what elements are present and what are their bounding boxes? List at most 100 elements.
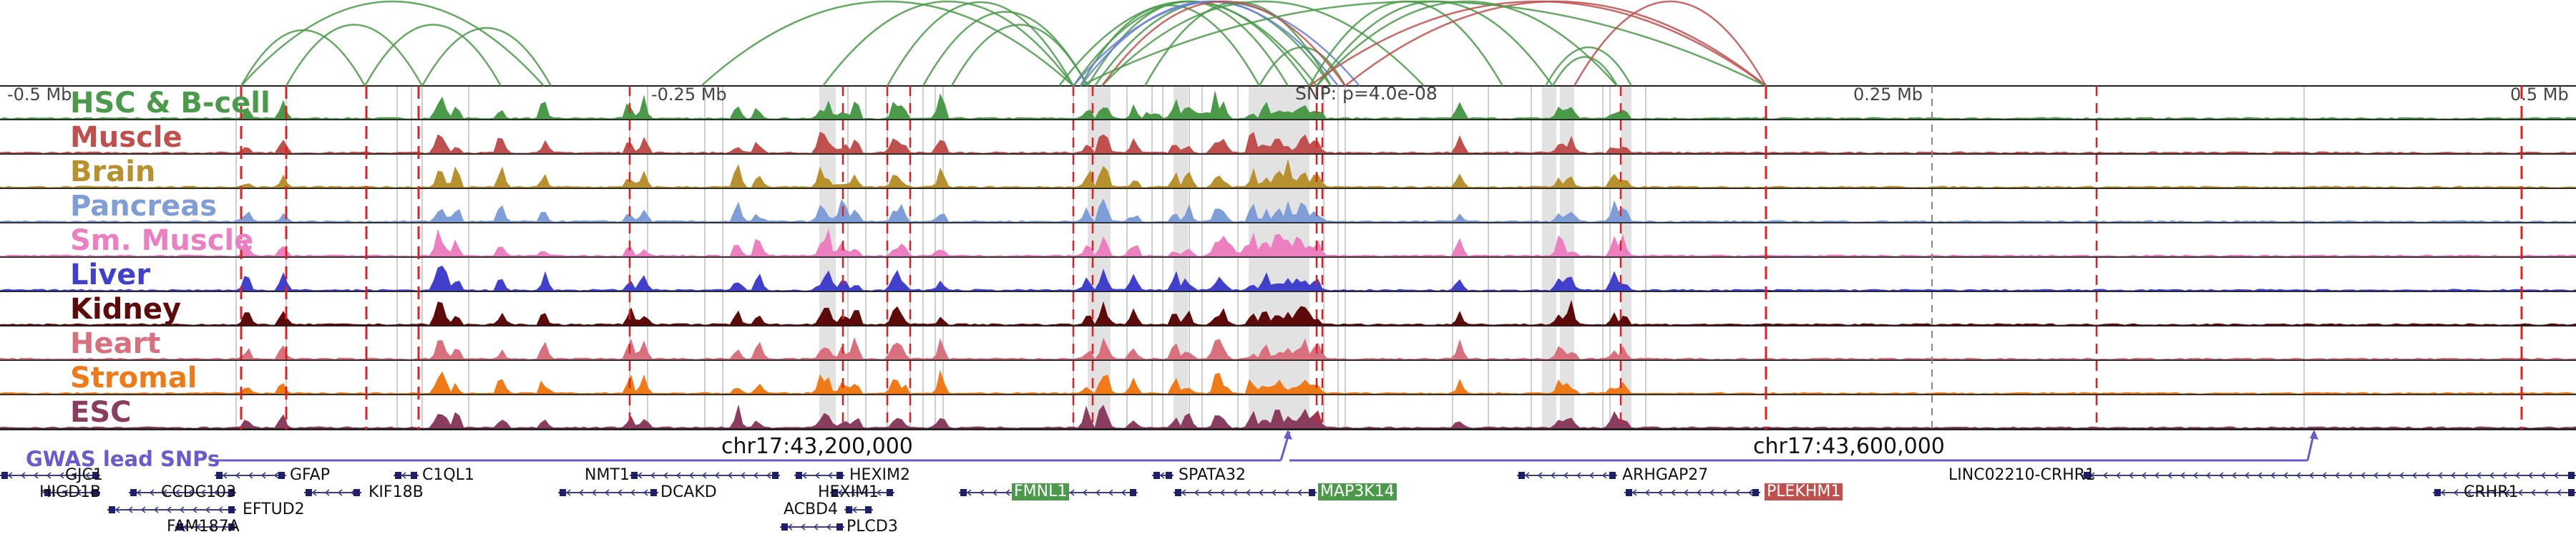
gene-label[interactable]: GJC1 <box>65 466 103 484</box>
gene-strand-arrow <box>192 506 197 513</box>
gene-label[interactable]: CCDC103 <box>161 483 237 501</box>
gene-strand-arrow <box>2411 472 2417 479</box>
gene-strand-arrow <box>800 523 806 531</box>
gene-label[interactable]: DCAKD <box>660 483 717 501</box>
gene-label[interactable]: ARHGAP27 <box>1622 466 1709 484</box>
track-label-brain[interactable]: Brain <box>70 155 156 188</box>
gene-exon <box>865 506 872 513</box>
track-label-esc[interactable]: ESC <box>70 396 132 429</box>
gene-label[interactable]: ACBD4 <box>784 500 839 518</box>
track-signal <box>0 159 2576 188</box>
gene-label[interactable]: HIGD1B <box>39 483 102 501</box>
track-label-heart[interactable]: Heart <box>70 327 161 360</box>
gene-strand-arrow <box>2321 472 2327 479</box>
gene-strand-arrow <box>2128 472 2134 479</box>
gene-strand-arrow <box>1095 489 1101 496</box>
track-signal <box>0 405 2576 429</box>
gene-strand-arrow <box>2492 489 2497 496</box>
gene-exon <box>395 472 401 479</box>
gene-strand-arrow <box>84 472 90 479</box>
gene-label[interactable]: CRHR1 <box>2464 483 2519 501</box>
gene-label[interactable]: HEXIM1 <box>818 483 879 501</box>
gene-strand-arrow <box>2540 472 2546 479</box>
gene-exon <box>650 489 657 496</box>
gene-label-highlighted[interactable]: FMNL1 <box>1012 483 1070 500</box>
gene-exon <box>1166 472 1172 479</box>
gene-strand-arrow <box>637 472 643 479</box>
gene-strand-arrow <box>1232 489 1238 496</box>
gene-strand-arrow <box>826 523 831 531</box>
gene-label[interactable]: HEXIM2 <box>849 466 910 484</box>
gene-strand-arrow <box>1258 489 1264 496</box>
gene-strand-arrow <box>1576 472 1581 479</box>
gene-strand-arrow <box>1005 489 1010 496</box>
gene-strand-arrow <box>1601 472 1607 479</box>
gene-strand-arrow <box>1709 489 1714 496</box>
gene-label[interactable]: FAM187A <box>167 518 240 536</box>
gene-strand-arrow <box>2556 489 2562 496</box>
chromatin-loop-arc <box>1573 0 1767 87</box>
track-label-sm-muscle[interactable]: Sm. Muscle <box>70 224 254 257</box>
chromatin-loop-arc <box>1079 4 1261 87</box>
track-label-pancreas[interactable]: Pancreas <box>70 190 218 223</box>
gene-exon <box>2084 472 2090 479</box>
gene-exon <box>2434 489 2441 496</box>
chromatin-loop-arc <box>1101 0 1425 87</box>
gene-strand-arrow <box>46 472 52 479</box>
track-label-stromal[interactable]: Stromal <box>70 362 197 395</box>
gene-strand-arrow <box>876 489 882 496</box>
gene-label-highlighted[interactable]: MAP3K14 <box>1318 483 1397 500</box>
chromatin-loop-arc <box>1316 0 1618 87</box>
gene-label[interactable]: SPATA32 <box>1179 466 1246 484</box>
gene-strand-arrow <box>235 472 240 479</box>
chromatin-loop-arc <box>886 1 1075 87</box>
gene-strand-arrow <box>1271 489 1277 496</box>
chromatin-loop-arc <box>240 0 545 87</box>
gene-strand-arrow <box>2489 472 2494 479</box>
coordinate-label-left: chr17:43,200,000 <box>721 434 913 459</box>
gene-strand-arrow <box>650 472 655 479</box>
gene-strand-arrow <box>740 472 746 479</box>
gene-strand-arrow <box>1563 472 1568 479</box>
gene-strand-arrow <box>565 489 571 496</box>
gene-strand-arrow <box>675 472 681 479</box>
gene-strand-arrow <box>1550 472 1556 479</box>
track-label-muscle[interactable]: Muscle <box>70 121 182 154</box>
coordinate-label-right: chr17:43,600,000 <box>1753 434 1945 459</box>
gene-label[interactable]: NMT1 <box>585 466 630 484</box>
gene-label[interactable]: PLCD3 <box>847 518 898 536</box>
gene-exon <box>353 489 360 496</box>
gene-strand-arrow <box>153 506 159 513</box>
gene-label-highlighted[interactable]: PLEKHM1 <box>1765 483 1843 500</box>
chromatin-loop-arc <box>1258 46 1347 87</box>
gene-exon <box>1 472 8 479</box>
gene-strand-arrow <box>63 489 69 496</box>
gene-strand-arrow <box>837 489 843 496</box>
track-label-kidney[interactable]: Kidney <box>70 293 182 326</box>
gene-label[interactable]: KIF18B <box>369 483 424 501</box>
gene-exon <box>1309 489 1315 496</box>
gene-label[interactable]: LINC02210-CRHR1 <box>1948 466 2095 484</box>
gene-strand-arrow <box>2440 489 2446 496</box>
gene-strand-arrow <box>966 489 972 496</box>
chromatin-loop-arc <box>1551 56 1619 87</box>
gene-strand-arrow <box>136 489 142 496</box>
gene-strand-arrow <box>140 506 146 513</box>
gene-strand-arrow <box>2463 472 2469 479</box>
gene-strand-arrow <box>714 472 720 479</box>
gene-label[interactable]: C1QL1 <box>422 466 474 484</box>
chromatin-loop-arc <box>1544 46 1633 87</box>
gene-strand-arrow <box>205 506 210 513</box>
chromatin-loop-arc <box>1058 0 1317 87</box>
gene-strand-arrow <box>2373 472 2379 479</box>
gene-strand-arrow <box>1121 489 1126 496</box>
track-label-liver[interactable]: Liver <box>70 258 151 291</box>
gene-label[interactable]: GFAP <box>290 466 330 484</box>
track-signal <box>0 198 2576 223</box>
track-label-hsc-bcell[interactable]: HSC & B-cell <box>70 87 270 120</box>
gene-strand-arrow <box>311 489 317 496</box>
gene-label[interactable]: EFTUD2 <box>243 500 305 518</box>
gene-exon <box>1752 489 1759 496</box>
